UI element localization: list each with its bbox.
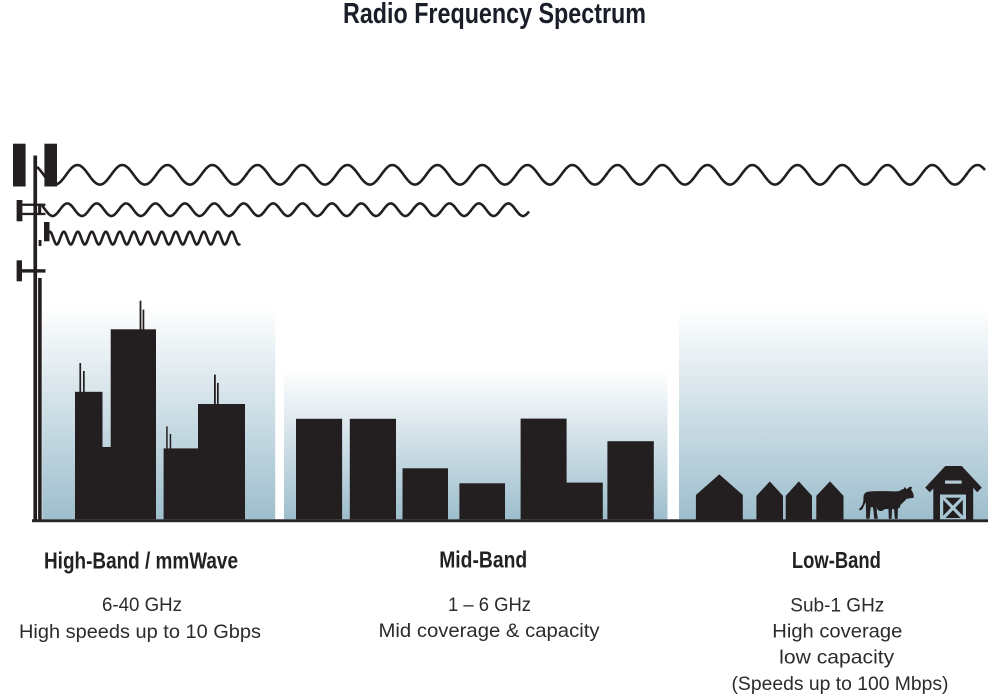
svg-text:1 – 6 GHz: 1 – 6 GHz [448,594,531,616]
svg-text:Radio Frequency Spectrum: Radio Frequency Spectrum [343,0,646,30]
svg-text:High speeds up to 10 Gbps: High speeds up to 10 Gbps [19,621,261,643]
svg-text:High-Band / mmWave: High-Band / mmWave [44,548,238,574]
svg-text:Mid coverage & capacity: Mid coverage & capacity [379,620,600,642]
svg-text:High coverage: High coverage [772,621,902,643]
svg-text:6-40 GHz: 6-40 GHz [102,594,182,616]
svg-text:Mid-Band: Mid-Band [439,547,527,573]
svg-text:Low-Band: Low-Band [792,547,881,573]
svg-text:Sub-1 GHz: Sub-1 GHz [790,595,884,617]
svg-text:low capacity: low capacity [779,647,894,669]
svg-text:(Speeds up to 100 Mbps): (Speeds up to 100 Mbps) [732,673,949,695]
